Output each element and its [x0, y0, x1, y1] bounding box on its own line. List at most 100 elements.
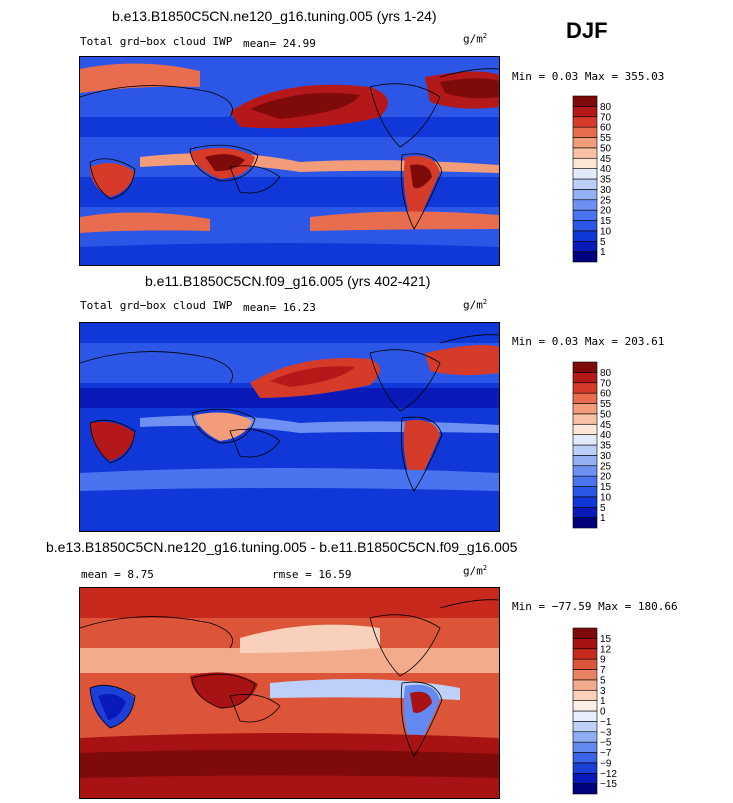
colorbar-swatch: [572, 710, 598, 722]
p1-band-subtropic-s: [80, 177, 499, 207]
colorbar-tick-label: 12: [600, 644, 612, 655]
panel-3-mean: mean = 8.75: [81, 568, 154, 581]
colorbar-tick-label: 70: [600, 378, 612, 389]
p1-antarctic-edge: [80, 243, 499, 265]
colorbar-tick-label: 20: [600, 472, 612, 483]
colorbar-tick-label: 0: [600, 707, 606, 718]
p1-maritime-core: [205, 154, 245, 172]
panel-2-variable-label: Total grd−box cloud IWP: [80, 299, 233, 312]
colorbar-tick-label: 35: [600, 175, 612, 186]
colorbar-tick-label: 1: [600, 696, 606, 707]
colorbar-swatch: [572, 658, 598, 670]
colorbar-swatch: [572, 423, 598, 435]
panel-3-map: [79, 587, 500, 799]
panel-1-mean: mean= 24.99: [243, 37, 316, 50]
panel-2-units: g/m2: [463, 298, 488, 312]
colorbar-tick-label: 40: [600, 430, 612, 441]
colorbar-tick-label: 1: [600, 247, 606, 258]
colorbar-swatch: [572, 700, 598, 712]
colorbar-swatch: [572, 403, 598, 415]
p2-maritime-continent: [195, 412, 252, 441]
colorbar-swatch: [572, 95, 598, 107]
colorbar-tick-label: 55: [600, 399, 612, 410]
colorbar-swatch: [572, 189, 598, 201]
colorbar-swatch: [572, 752, 598, 764]
panel-1-units: g/m2: [463, 32, 488, 46]
colorbar-tick-label: 55: [600, 133, 612, 144]
colorbar-tick-label: 10: [600, 226, 612, 237]
panel-3-units: g/m2: [463, 564, 488, 578]
colorbar-swatch: [572, 199, 598, 211]
colorbar-tick-label: −15: [600, 779, 617, 790]
colorbar-swatch: [572, 783, 598, 795]
colorbar-swatch: [572, 106, 598, 118]
colorbar-tick-label: 7: [600, 665, 606, 676]
colorbar-tick-label: −5: [600, 738, 612, 749]
colorbar-swatch: [572, 251, 598, 263]
colorbar-swatch: [572, 413, 598, 425]
panel-2-map: [79, 322, 500, 532]
colorbar-swatch: [572, 444, 598, 456]
p2-band-subtropic: [80, 388, 499, 408]
panel-2-minmax: Min = 0.03 Max = 203.61: [512, 335, 665, 348]
colorbar-tick-label: 80: [600, 102, 612, 113]
colorbar-swatch: [572, 230, 598, 242]
colorbar-swatch: [572, 648, 598, 660]
colorbar-swatch: [572, 669, 598, 681]
p2-natl-storm: [425, 345, 499, 376]
p3-africa-core: [98, 694, 126, 720]
panel-3-colorbar: −15 −12 −9 −7 −5 −3 −1 0 1 3 5 7 9 12 15: [572, 627, 633, 795]
colorbar-swatch: [572, 126, 598, 138]
colorbar-swatch: [572, 147, 598, 159]
colorbar-tick-label: 45: [600, 420, 612, 431]
colorbar-tick-label: 15: [600, 634, 612, 645]
colorbar-swatch: [572, 382, 598, 394]
colorbar-swatch: [572, 475, 598, 487]
colorbar-swatch: [572, 455, 598, 467]
colorbar-tick-label: −9: [600, 758, 612, 769]
p2-so-band: [80, 468, 499, 491]
panel-1-map: [79, 56, 500, 266]
colorbar-tick-label: −3: [600, 727, 612, 738]
colorbar-tick-label: 3: [600, 686, 606, 697]
colorbar-tick-label: 15: [600, 216, 612, 227]
p1-coastlines: [80, 68, 499, 230]
colorbar-tick-label: 15: [600, 482, 612, 493]
colorbar-tick-label: 50: [600, 409, 612, 420]
colorbar-tick-label: 1: [600, 513, 606, 524]
panel-3-title: b.e13.B1850C5CN.ne120_g16.tuning.005 - b…: [46, 539, 518, 555]
p2-africa: [90, 421, 135, 461]
colorbar-tick-label: 35: [600, 441, 612, 452]
colorbar-swatch: [572, 679, 598, 691]
colorbar-swatch: [572, 486, 598, 498]
colorbar-tick-label: 60: [600, 389, 612, 400]
colorbar-swatch: [572, 627, 598, 639]
colorbar-tick-label: 5: [600, 237, 606, 248]
colorbar-swatch: [572, 168, 598, 180]
colorbar-swatch: [572, 372, 598, 384]
p1-npac-storm-core: [250, 92, 360, 119]
p3-npac-pale: [240, 624, 380, 653]
colorbar-swatch: [572, 721, 598, 733]
colorbar-tick-label: −12: [600, 769, 617, 780]
p3-coastlines: [80, 599, 499, 757]
p3-south-america-red: [410, 691, 432, 713]
colorbar-tick-label: 70: [600, 112, 612, 123]
colorbar-tick-label: 9: [600, 655, 606, 666]
colorbar-swatch: [572, 220, 598, 232]
colorbar-swatch: [572, 137, 598, 149]
colorbar-swatch: [572, 772, 598, 784]
colorbar-swatch: [572, 731, 598, 743]
panel-2-mean: mean= 16.23: [243, 301, 316, 314]
p3-band-nh: [80, 588, 499, 618]
p3-maritime-red: [190, 672, 258, 708]
colorbar-tick-label: 50: [600, 143, 612, 154]
colorbar-swatch: [572, 762, 598, 774]
panel-1-variable-label: Total grd−box cloud IWP: [80, 35, 233, 48]
colorbar-tick-label: 80: [600, 368, 612, 379]
panel-3-minmax: Min = −77.59 Max = 180.66: [512, 600, 678, 613]
p1-africa: [90, 163, 135, 197]
colorbar-swatch: [572, 741, 598, 753]
p1-arctic-red: [80, 63, 200, 93]
colorbar-tick-label: 30: [600, 451, 612, 462]
